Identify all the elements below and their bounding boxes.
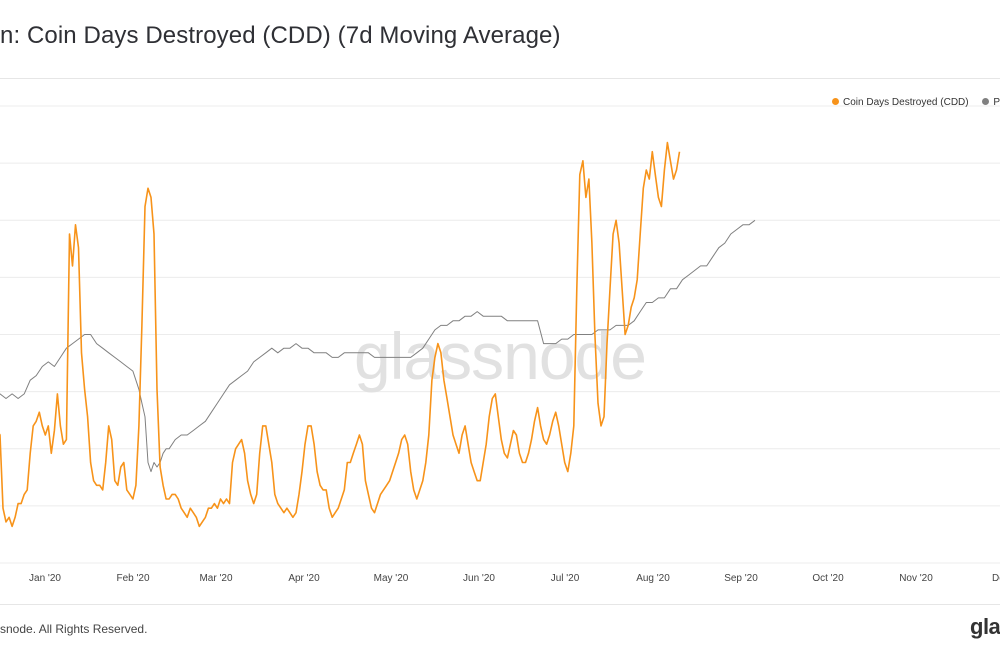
x-tick-label: Jul '20: [551, 573, 580, 584]
chart-area[interactable]: glassnode Jan '20 Feb '20 Mar '20 Apr '20 Ma…: [0, 79, 1000, 604]
x-tick-label: Nov '20: [899, 573, 933, 584]
series-line-price[interactable]: [0, 219, 756, 473]
legend-label-price: P: [993, 97, 1000, 108]
x-tick-label: Jan '20: [29, 573, 61, 584]
gridlines: [0, 105, 1000, 564]
watermark: glassnode: [354, 319, 646, 393]
series-layer: [0, 141, 756, 528]
chart-title: n: Coin Days Destroyed (CDD) (7d Moving …: [0, 22, 561, 49]
glassnode-logo: gla: [970, 614, 1000, 639]
x-tick-label: Apr '20: [288, 573, 320, 584]
legend-label-cdd: Coin Days Destroyed (CDD): [843, 97, 969, 108]
x-tick-label: Feb '20: [116, 573, 149, 584]
header-divider: [0, 78, 1000, 79]
copyright-text: snode. All Rights Reserved.: [0, 622, 148, 636]
x-tick-label: Dec: [992, 573, 1000, 584]
legend-item-cdd[interactable]: Coin Days Destroyed (CDD): [832, 97, 969, 108]
x-tick-label: Aug '20: [636, 573, 670, 584]
series-line-cdd[interactable]: [0, 141, 681, 528]
x-tick-label: Sep '20: [724, 573, 758, 584]
footer-divider: [0, 604, 1000, 605]
x-tick-label: Oct '20: [812, 573, 844, 584]
x-tick-label: May '20: [374, 573, 409, 584]
x-tick-label: Jun '20: [463, 573, 495, 584]
legend: Coin Days Destroyed (CDD) P: [832, 97, 1000, 111]
x-axis: Jan '20 Feb '20 Mar '20 Apr '20 May '20 Jun '…: [29, 573, 1000, 584]
legend-dot-icon: [982, 97, 990, 105]
line-chart[interactable]: glassnode Jan '20 Feb '20 Mar '20 Apr '20 Ma…: [0, 79, 1000, 604]
x-tick-label: Mar '20: [199, 573, 232, 584]
legend-item-price[interactable]: P: [982, 97, 1000, 108]
legend-dot-icon: [832, 97, 839, 105]
